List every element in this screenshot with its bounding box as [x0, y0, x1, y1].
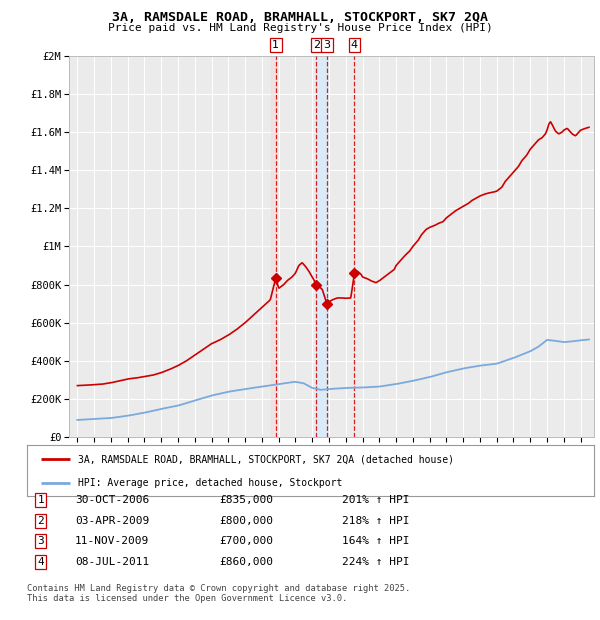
Text: 218% ↑ HPI: 218% ↑ HPI	[342, 516, 409, 526]
Text: 164% ↑ HPI: 164% ↑ HPI	[342, 536, 409, 546]
Text: HPI: Average price, detached house, Stockport: HPI: Average price, detached house, Stoc…	[78, 478, 343, 489]
Text: 1: 1	[37, 495, 44, 505]
Text: 3A, RAMSDALE ROAD, BRAMHALL, STOCKPORT, SK7 2QA (detached house): 3A, RAMSDALE ROAD, BRAMHALL, STOCKPORT, …	[78, 454, 454, 464]
Text: £800,000: £800,000	[219, 516, 273, 526]
Text: 3A, RAMSDALE ROAD, BRAMHALL, STOCKPORT, SK7 2QA: 3A, RAMSDALE ROAD, BRAMHALL, STOCKPORT, …	[112, 11, 488, 24]
Text: 30-OCT-2006: 30-OCT-2006	[75, 495, 149, 505]
Text: Price paid vs. HM Land Registry's House Price Index (HPI): Price paid vs. HM Land Registry's House …	[107, 23, 493, 33]
Text: 1: 1	[272, 40, 280, 50]
Text: £700,000: £700,000	[219, 536, 273, 546]
Text: 03-APR-2009: 03-APR-2009	[75, 516, 149, 526]
Text: 08-JUL-2011: 08-JUL-2011	[75, 557, 149, 567]
Text: Contains HM Land Registry data © Crown copyright and database right 2025.
This d: Contains HM Land Registry data © Crown c…	[27, 584, 410, 603]
Text: 4: 4	[351, 40, 358, 50]
Text: 2: 2	[37, 516, 44, 526]
Text: 2: 2	[313, 40, 320, 50]
Text: 3: 3	[323, 40, 331, 50]
Bar	[271, 56, 276, 437]
Text: 11-NOV-2009: 11-NOV-2009	[75, 536, 149, 546]
Text: £860,000: £860,000	[219, 557, 273, 567]
Text: £835,000: £835,000	[219, 495, 273, 505]
Text: 224% ↑ HPI: 224% ↑ HPI	[342, 557, 409, 567]
Text: 3: 3	[37, 536, 44, 546]
Text: 4: 4	[37, 557, 44, 567]
Bar	[316, 56, 327, 437]
Text: 201% ↑ HPI: 201% ↑ HPI	[342, 495, 409, 505]
